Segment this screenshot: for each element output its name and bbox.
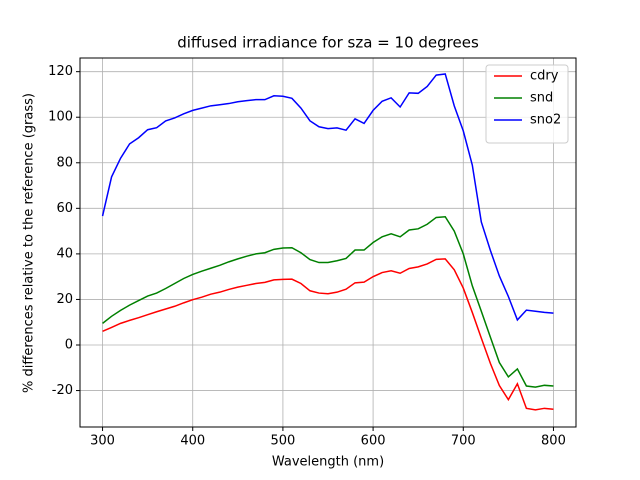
x-tick-label: 700 [451, 434, 476, 449]
line-series [101, 73, 554, 322]
y-tick-label: 100 [48, 110, 73, 125]
x-tick-label: 800 [541, 434, 566, 449]
x-tick-label: 500 [270, 434, 295, 449]
x-axis-label: Wavelength (nm) [272, 455, 384, 470]
line-series [102, 258, 554, 411]
y-axis-label: % differences relative to the reference … [22, 93, 37, 393]
x-tick-label: 600 [361, 434, 386, 449]
y-tick-label: 20 [56, 292, 73, 307]
y-tick-label: 60 [56, 201, 73, 216]
y-tick-label: 0 [65, 338, 73, 353]
x-tick-label: 400 [180, 434, 205, 449]
y-tick-label: -20 [52, 383, 73, 398]
legend-label: sno2 [530, 113, 561, 128]
legend-box [485, 64, 569, 144]
line-series [102, 215, 554, 388]
plot-frame [79, 57, 577, 428]
y-tick-label: 80 [56, 155, 73, 170]
y-tick-label: 120 [48, 64, 73, 79]
legend-label: snd [530, 91, 553, 106]
y-tick-label: 40 [56, 246, 73, 261]
legend-label: cdry [530, 69, 559, 84]
x-tick-label: 300 [90, 434, 115, 449]
chart-title: diffused irradiance for sza = 10 degrees [177, 34, 479, 52]
